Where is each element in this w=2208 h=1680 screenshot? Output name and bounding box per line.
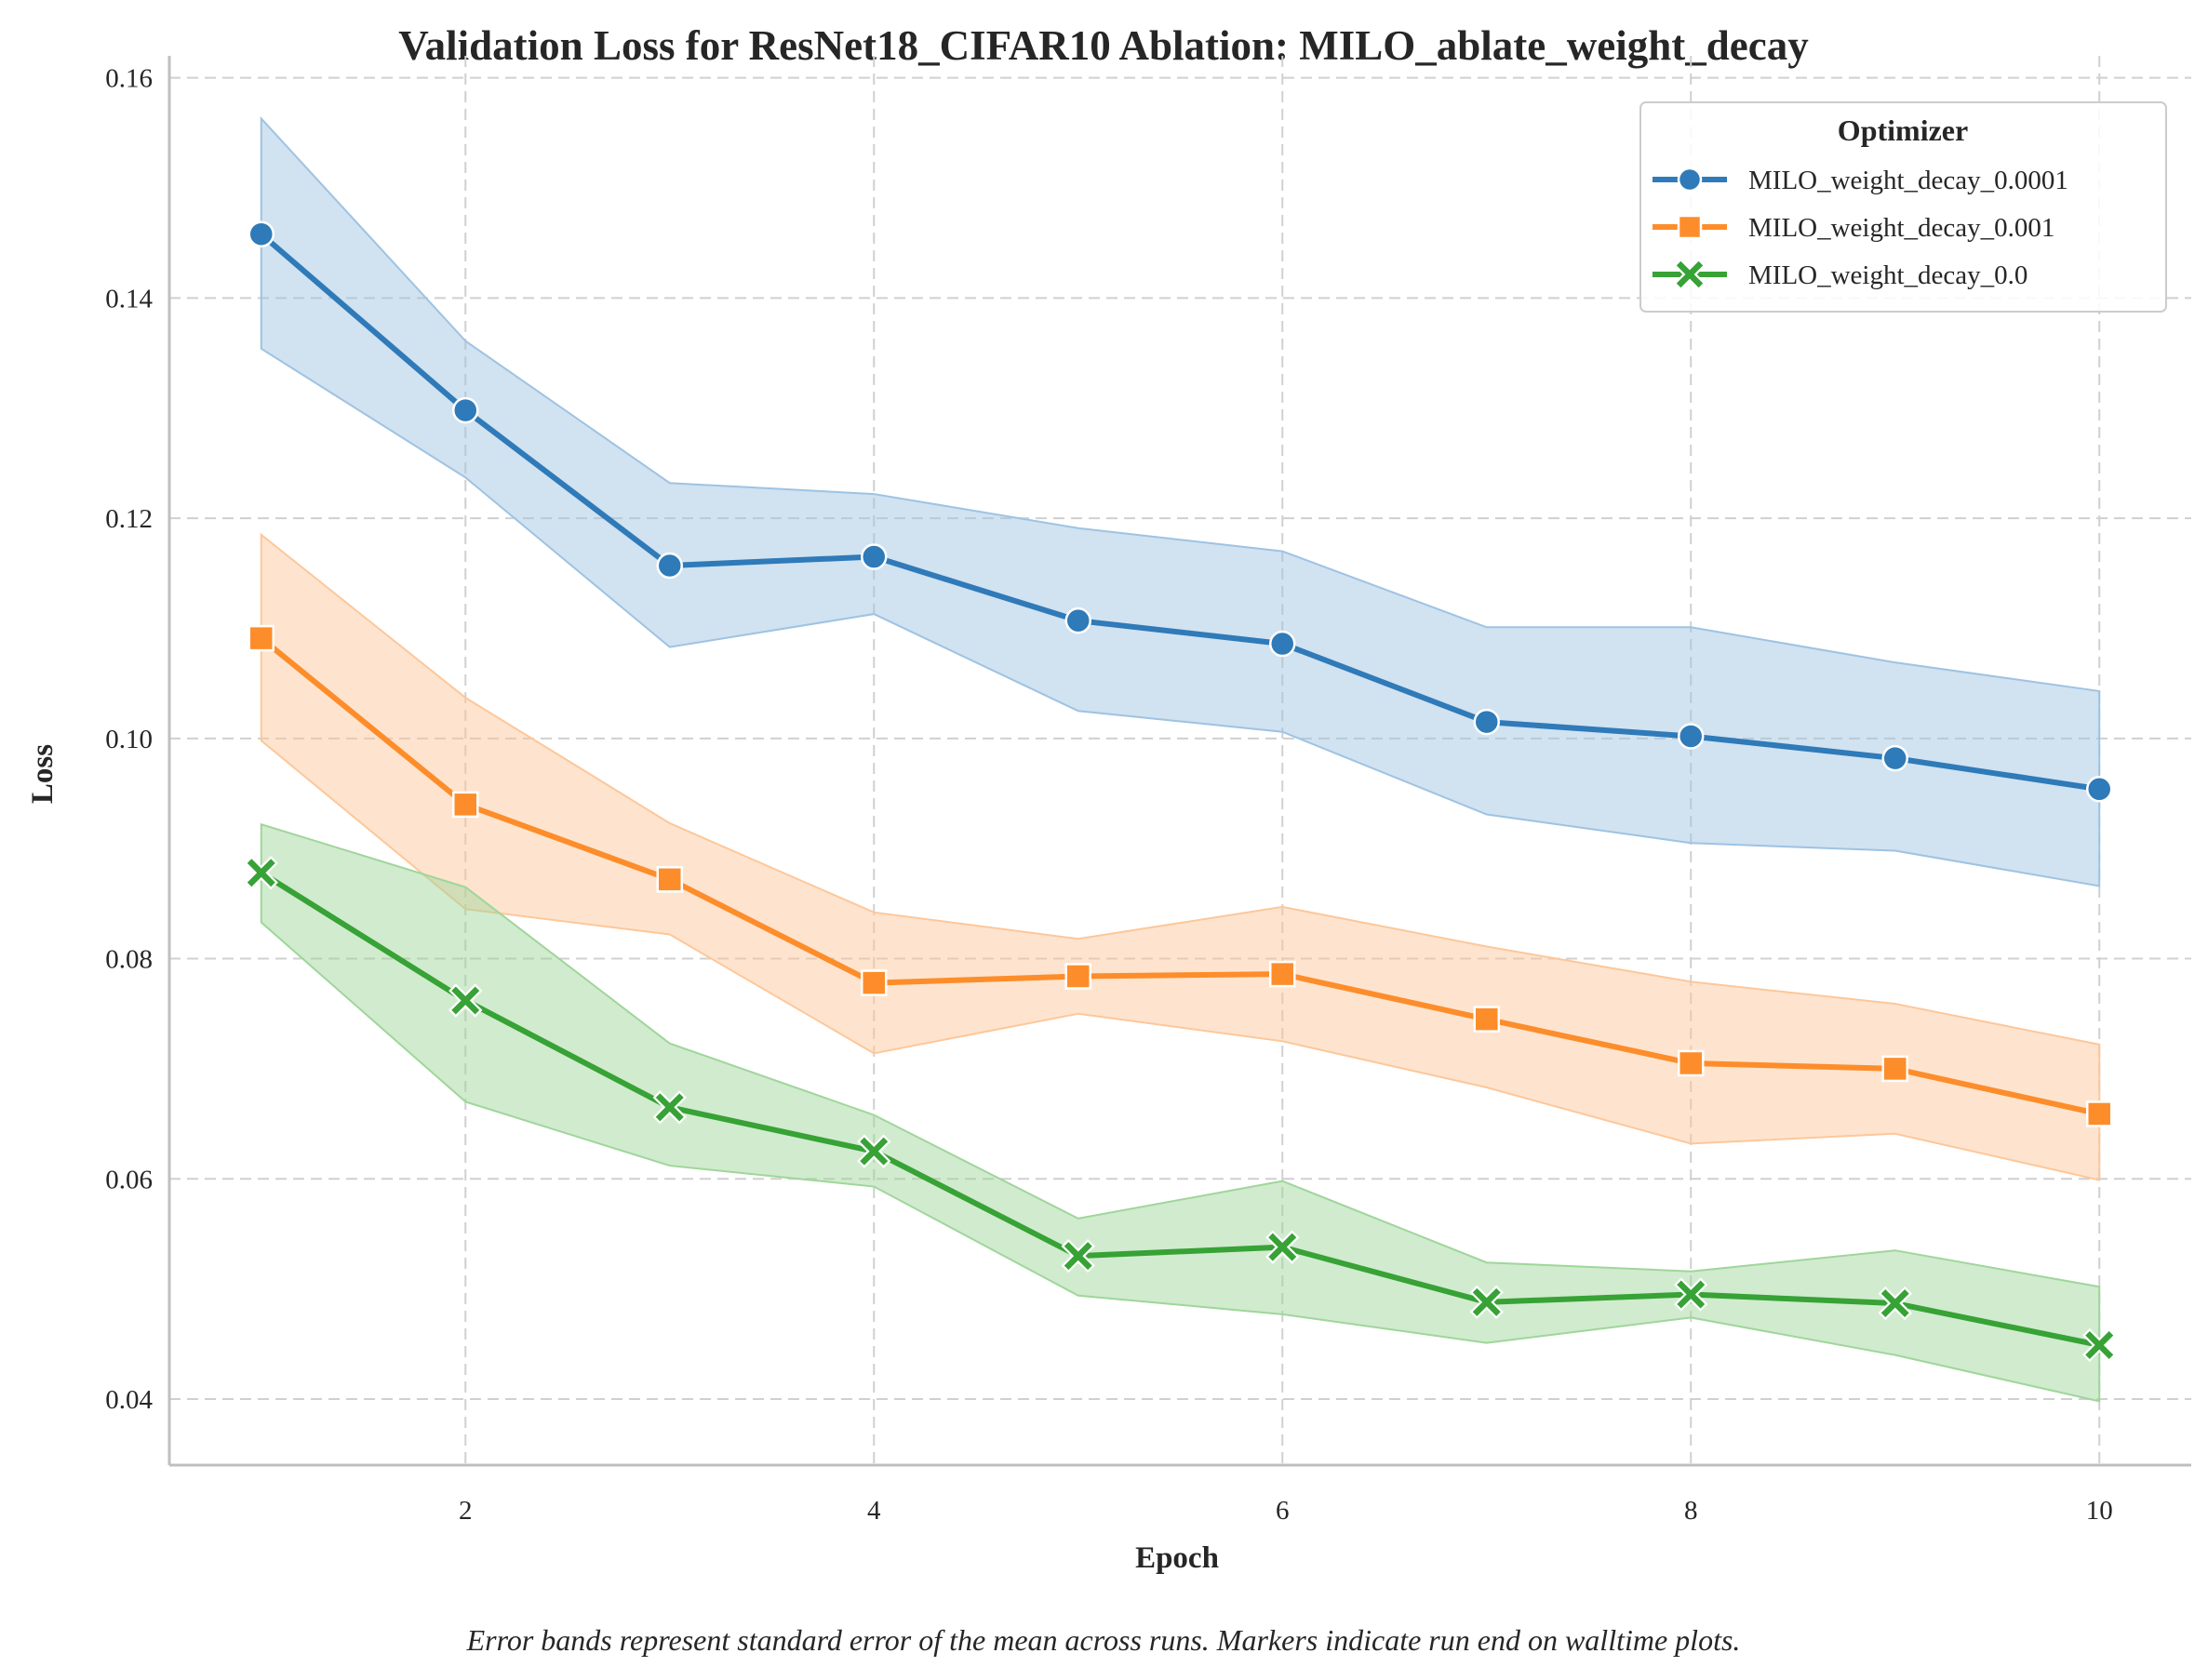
x-tick-label: 10: [2086, 1496, 2113, 1526]
x-axis-label: Epoch: [1135, 1541, 1219, 1575]
y-tick-label: 0.04: [105, 1385, 153, 1415]
data-point-1: [656, 552, 684, 580]
error-band-2: [260, 532, 2101, 1181]
axes: [167, 56, 2191, 1467]
y-tick-label: 0.12: [105, 504, 153, 534]
y-tick-label: 0.08: [105, 945, 153, 975]
data-point-1: [1064, 607, 1092, 634]
y-tick-label: 0.16: [105, 64, 153, 94]
data-point-1: [248, 220, 275, 247]
series-markers: [244, 220, 2117, 1363]
data-point-2: [1064, 963, 1092, 990]
data-point-1: [2085, 776, 2113, 803]
data-point-2: [1268, 960, 1296, 988]
data-point-1: [861, 543, 888, 570]
x-tick-label: 2: [459, 1496, 473, 1526]
tick-labels: 2 4 6 8 10 0.04 0.06 0.08 0.10 0.12 0.14 0.16: [105, 64, 2112, 1526]
y-axis-label: Loss: [26, 744, 60, 804]
data-point-3: [1469, 1285, 1504, 1320]
error-bands: [260, 115, 2101, 1403]
data-point-2: [1677, 1049, 1705, 1077]
data-point-3: [857, 1134, 891, 1168]
data-point-3: [1061, 1238, 1095, 1273]
data-point-3: [244, 856, 278, 890]
legend-marker: [1673, 258, 1706, 291]
x-tick-label: 4: [867, 1496, 881, 1526]
y-tick-label: 0.06: [105, 1165, 153, 1194]
data-point-2: [452, 791, 479, 819]
legend: Optimizer MILO_weight_decay_0.0001MILO_w…: [1639, 101, 2167, 313]
series-line-2: [258, 635, 2103, 1117]
data-point-2: [861, 969, 888, 996]
data-point-3: [2082, 1327, 2117, 1363]
x-tick-label: 6: [1276, 1496, 1290, 1526]
legend-title: Optimizer: [1838, 113, 1968, 147]
data-point-1: [1473, 708, 1500, 736]
data-point-1: [452, 396, 479, 424]
series-line-3: [258, 870, 2103, 1348]
y-tick-label: 0.10: [105, 725, 153, 754]
data-point-2: [1881, 1055, 1908, 1083]
series-line-1: [258, 231, 2103, 793]
error-band-3: [260, 822, 2101, 1403]
chart-title: Validation Loss for ResNet18_CIFAR10 Abl…: [398, 22, 1809, 69]
data-point-3: [652, 1090, 687, 1125]
data-point-2: [656, 866, 684, 893]
y-tick-label: 0.14: [105, 284, 153, 313]
data-point-1: [1268, 630, 1296, 658]
data-point-1: [1881, 744, 1908, 772]
chart-caption: Error bands represent standard error of …: [466, 1623, 1741, 1657]
data-point-3: [448, 983, 483, 1018]
legend-items: MILO_weight_decay_0.0001 MILO_weight_deca…: [1653, 166, 2068, 291]
series-lines: [258, 231, 2103, 1348]
data-point-3: [1878, 1286, 1912, 1321]
error-band-1: [260, 115, 2101, 887]
legend-label: MILO_weight_decay_0.0: [1748, 260, 2027, 290]
data-point-2: [2085, 1100, 2113, 1127]
legend-marker: [1677, 214, 1703, 240]
data-point-2: [1473, 1006, 1500, 1033]
legend-label: MILO_weight_decay_0.001: [1748, 213, 2054, 243]
legend-frame: [1639, 101, 2167, 313]
x-tick-label: 8: [1684, 1496, 1698, 1526]
data-point-3: [1265, 1230, 1300, 1264]
data-point-1: [1677, 723, 1705, 750]
legend-marker: [1677, 167, 1703, 193]
data-point-3: [1674, 1277, 1708, 1312]
data-point-2: [248, 624, 275, 652]
legend-label: MILO_weight_decay_0.0001: [1748, 166, 2068, 195]
